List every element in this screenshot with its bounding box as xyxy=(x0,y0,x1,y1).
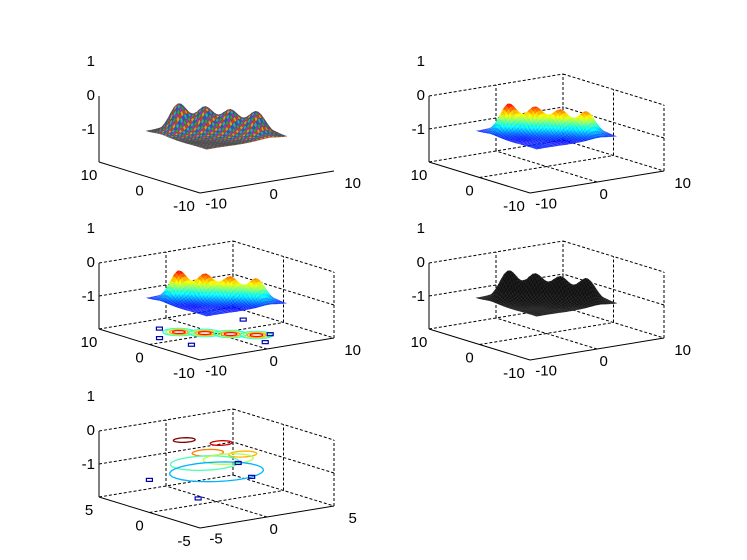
x-tick-label: 10 xyxy=(344,175,361,192)
x-tick-label: 0 xyxy=(270,353,278,370)
y-axis-line xyxy=(98,161,201,194)
y-tick-label: 10 xyxy=(81,167,98,184)
y-tick-label: 0 xyxy=(465,183,473,200)
surface xyxy=(146,270,287,317)
z-tick-label: 0 xyxy=(87,87,95,104)
axes xyxy=(98,96,335,194)
z-tick-label: -1 xyxy=(412,121,425,138)
y-tick-label: 0 xyxy=(135,183,143,200)
x-tick-label: -10 xyxy=(535,195,557,212)
contour-line xyxy=(197,331,212,336)
contour-blob xyxy=(261,340,269,345)
y-tick-label: -10 xyxy=(503,198,525,215)
x-axis-line xyxy=(529,170,665,194)
y-axis-line xyxy=(428,328,531,361)
x-tick-label: 0 xyxy=(600,186,608,203)
x-tick-label: 0 xyxy=(270,186,278,203)
floor-contours xyxy=(155,317,274,347)
z-tick-label: -1 xyxy=(82,288,95,305)
z-tick-label: -1 xyxy=(82,121,95,138)
surface xyxy=(145,103,288,150)
contour-blob xyxy=(239,317,247,322)
y-tick-label: 10 xyxy=(411,167,428,184)
surface xyxy=(476,103,617,150)
contour-blob xyxy=(155,326,163,331)
y-tick-label: 0 xyxy=(135,350,143,367)
x-axis-line xyxy=(199,337,335,361)
z-tick-label: 1 xyxy=(417,53,425,70)
z-tick-label: 1 xyxy=(87,220,95,237)
x-tick-label: 10 xyxy=(344,342,361,359)
y-tick-label: -10 xyxy=(173,365,195,382)
contour-blob xyxy=(155,336,164,341)
y-axis-line xyxy=(428,161,531,194)
x-axis-line xyxy=(199,170,335,194)
x-tick-label: -10 xyxy=(205,362,227,379)
z-tick-label: 0 xyxy=(87,254,95,271)
z-tick-label: 0 xyxy=(417,87,425,104)
x-tick-label: 10 xyxy=(674,175,691,192)
x-tick-label: -10 xyxy=(205,195,227,212)
y-tick-label: -10 xyxy=(173,198,195,215)
surface xyxy=(475,270,618,317)
contour-line xyxy=(172,330,186,335)
contour-line xyxy=(249,333,264,338)
contour-blob xyxy=(187,342,196,347)
z-tick-label: 1 xyxy=(87,53,95,70)
y-tick-label: 10 xyxy=(81,334,98,351)
contour-line xyxy=(223,332,238,337)
x-axis-line xyxy=(529,337,665,361)
